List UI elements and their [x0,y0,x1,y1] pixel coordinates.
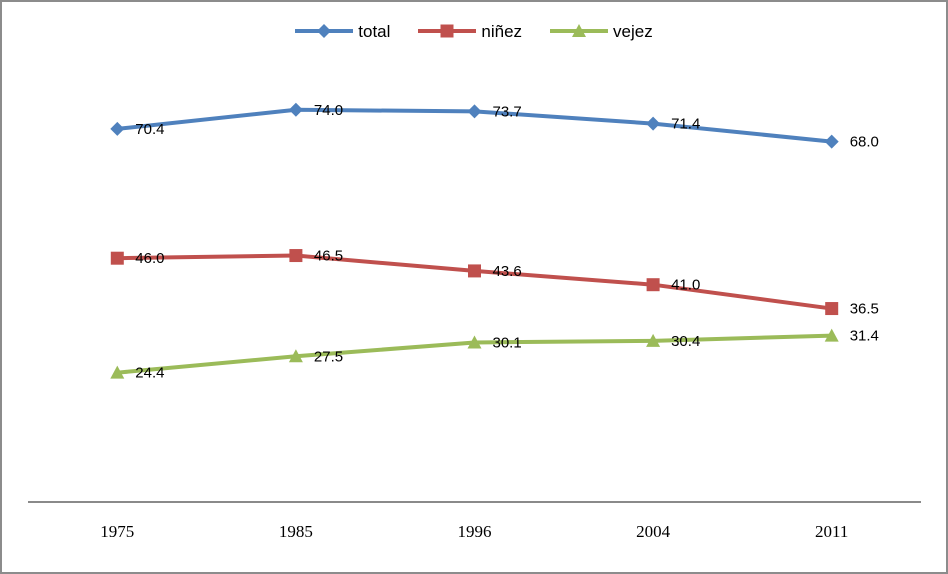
data-label: 73.7 [493,103,522,120]
data-label: 43.6 [493,263,522,280]
data-label: 74.0 [314,102,343,119]
diamond-marker-icon [110,121,125,136]
legend-label: niñez [481,21,523,41]
triangle-marker-icon [467,335,482,349]
x-tick-label: 2004 [636,522,671,541]
triangle-marker-icon [572,24,587,37]
series-line-niñez [115,253,834,311]
legend-item-total: total [295,22,390,40]
x-tick-label: 2011 [815,522,848,541]
data-label: 41.0 [671,277,700,294]
legend-item-niñez: niñez [418,22,522,40]
legend-label: vejez [613,21,653,41]
square-marker-icon [468,264,481,278]
diamond-marker-icon [824,134,839,149]
data-label: 27.5 [314,348,343,365]
data-label: 46.5 [314,248,343,265]
data-label: 46.0 [135,250,164,267]
x-tick-label: 1975 [100,522,134,541]
square-marker-icon [825,302,839,316]
triangle-marker-icon [110,365,125,379]
data-label: 71.4 [671,116,700,133]
data-label: 30.4 [671,333,700,350]
chart-legend: total niñez vejez [2,22,946,40]
x-tick-label: 1985 [279,522,313,541]
square-marker-icon [440,24,454,38]
data-label: 68.0 [850,134,879,151]
triangle-marker-icon [288,349,303,363]
legend-label: total [358,21,391,41]
legend-item-vejez: vejez [550,22,653,40]
x-tick-label: 1996 [458,522,492,541]
data-label: 30.1 [493,334,522,351]
triangle-marker-icon [824,328,839,342]
triangle-marker-icon [646,333,661,347]
diamond-marker-icon [317,24,332,38]
data-label: 31.4 [850,328,879,345]
square-marker-icon [646,278,660,292]
diamond-marker-icon [288,102,303,117]
diamond-marker-icon [646,116,661,131]
diamond-legend-key-icon [295,24,354,38]
data-label: 24.4 [135,365,164,382]
triangle-legend-key-icon [550,24,609,37]
data-label: 70.4 [135,121,164,138]
diamond-marker-icon [467,104,482,119]
square-marker-icon [110,251,124,265]
data-label: 36.5 [850,301,879,318]
square-marker-icon [289,249,303,263]
square-legend-key-icon [418,24,477,38]
